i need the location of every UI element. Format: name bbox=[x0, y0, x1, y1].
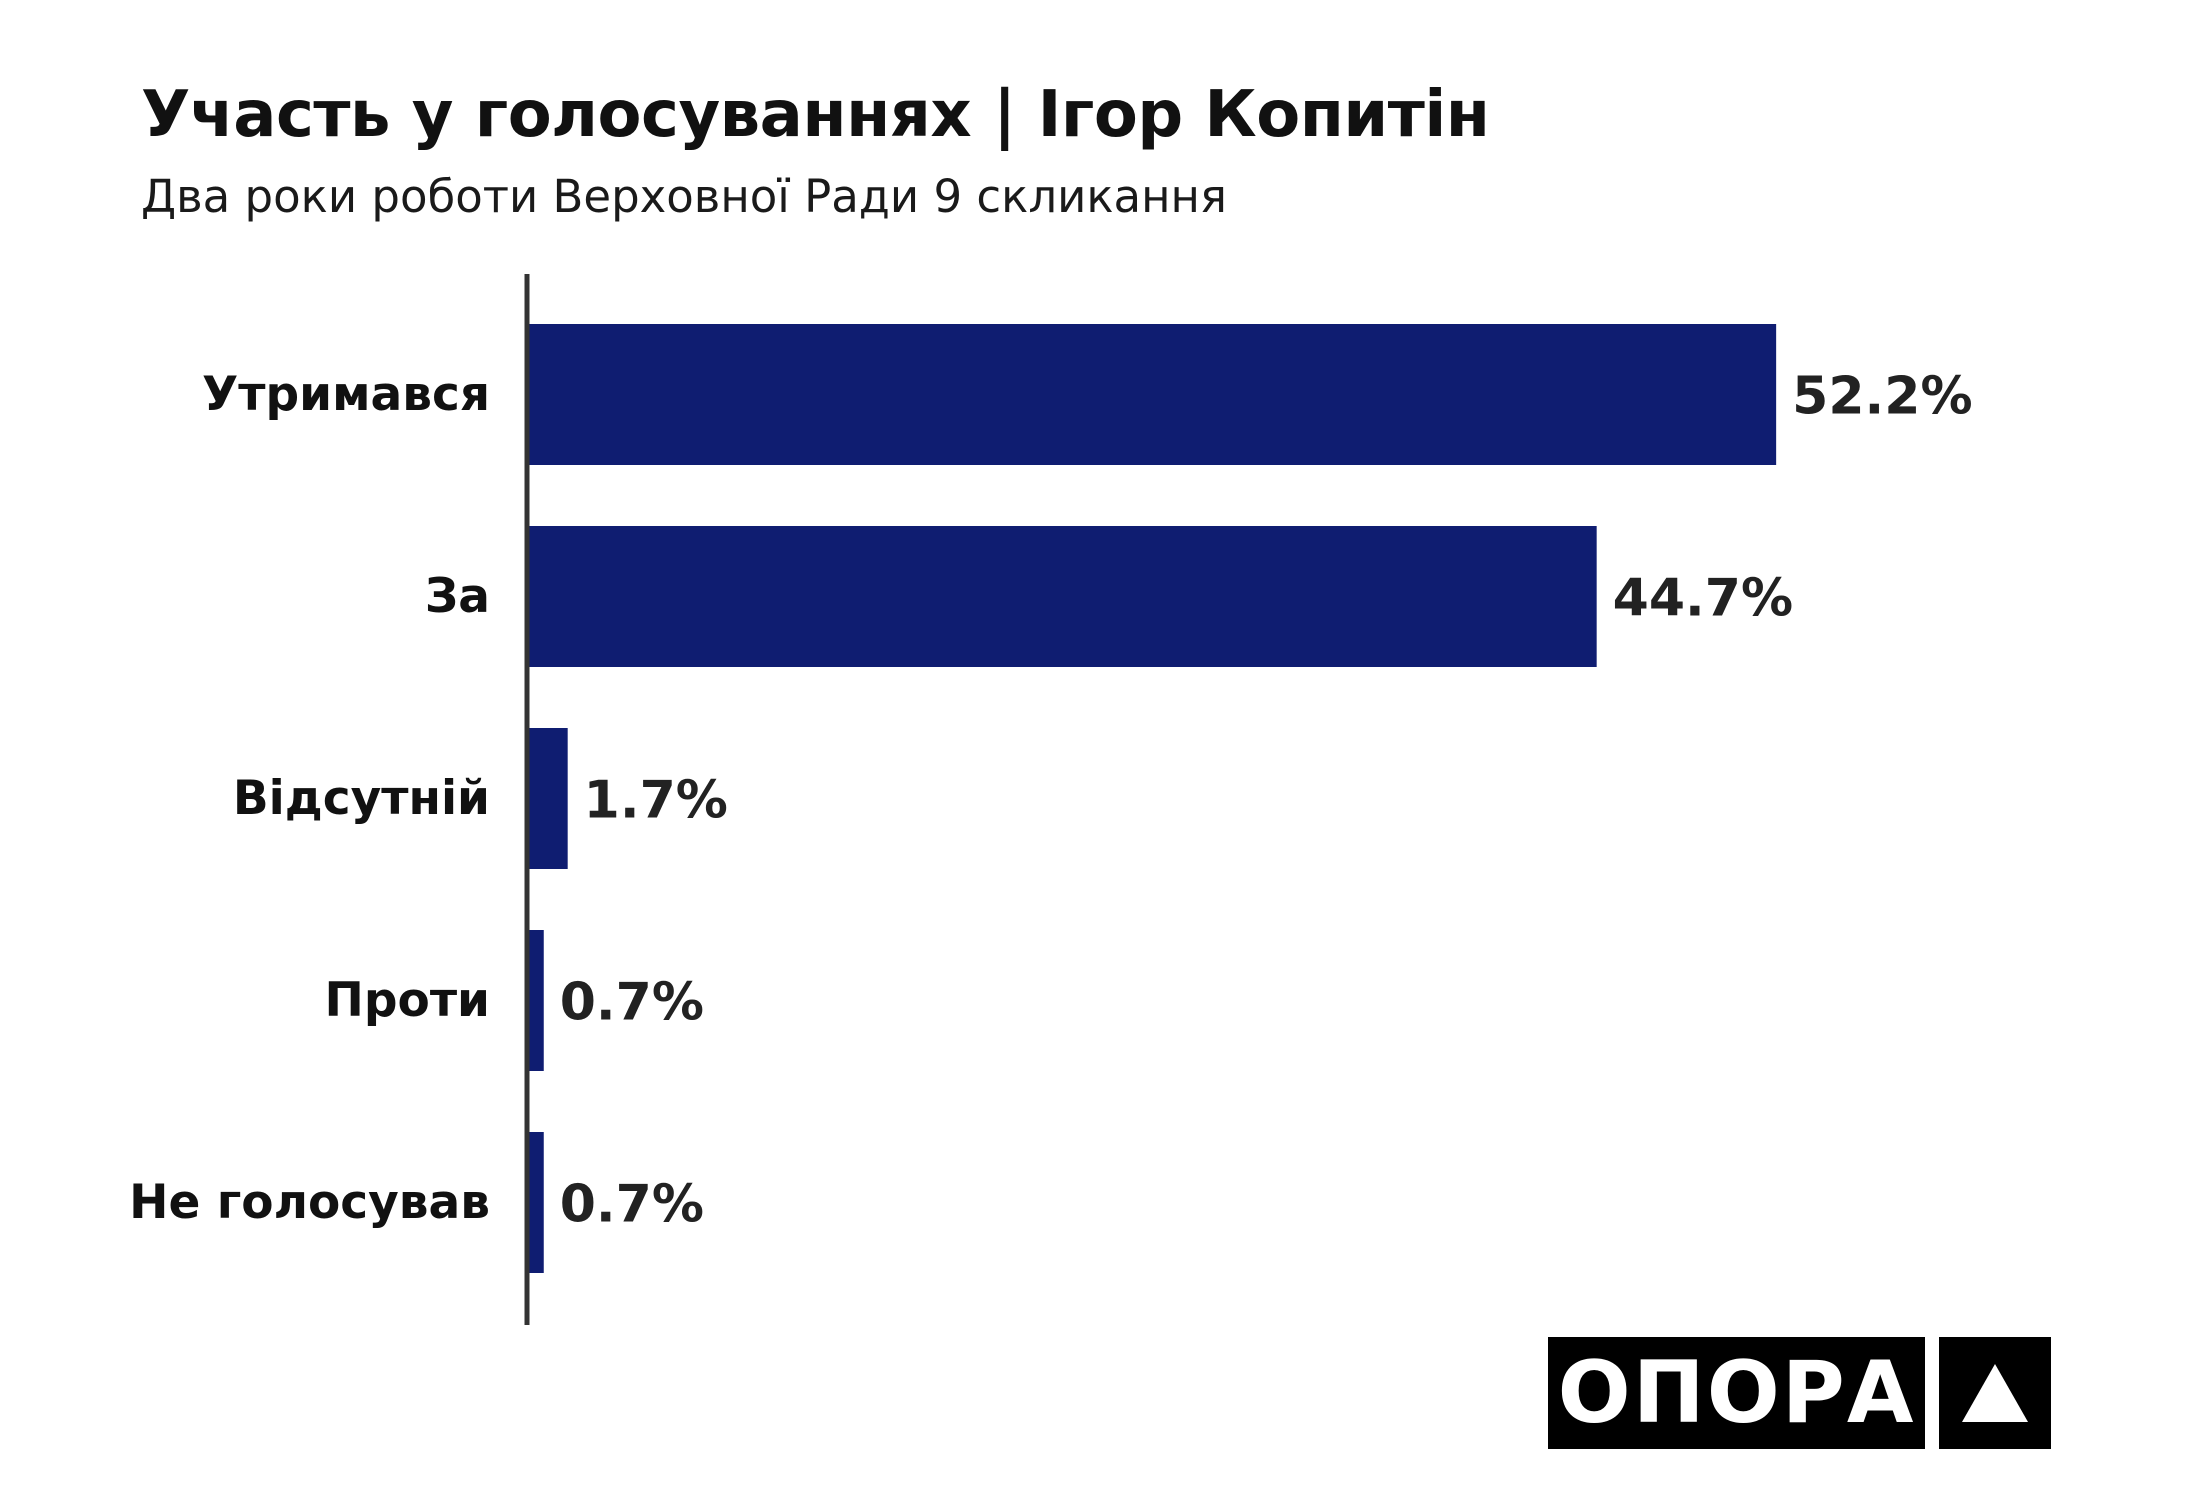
bar bbox=[527, 324, 1777, 465]
category-label: Проти bbox=[325, 973, 490, 1028]
chart-subtitle: Два роки роботи Верховної Ради 9 скликан… bbox=[141, 170, 1227, 223]
bar bbox=[527, 1132, 544, 1273]
value-label: 0.7% bbox=[560, 973, 704, 1033]
logo-wordmark: ОПОРА bbox=[1548, 1337, 1925, 1449]
bar bbox=[527, 930, 544, 1071]
category-label: Не голосував bbox=[129, 1175, 490, 1230]
value-label: 44.7% bbox=[1613, 569, 1793, 629]
value-label: 52.2% bbox=[1792, 367, 1972, 427]
chart-title: Участь у голосуваннях | Ігор Копитін bbox=[141, 78, 1490, 152]
triangle-icon bbox=[1939, 1337, 2051, 1449]
bar bbox=[527, 728, 568, 869]
bar-chart: Утримався 52.2% За 44.7% Відсутній 1.7% Проти 0… bbox=[129, 274, 1973, 1325]
value-label: 0.7% bbox=[560, 1175, 704, 1235]
value-label: 1.7% bbox=[584, 771, 728, 831]
bar bbox=[527, 526, 1597, 667]
category-label: Відсутній bbox=[233, 771, 490, 826]
category-label: За bbox=[425, 569, 490, 624]
category-label: Утримався bbox=[202, 367, 490, 422]
opora-logo: ОПОРА bbox=[1548, 1337, 2051, 1449]
